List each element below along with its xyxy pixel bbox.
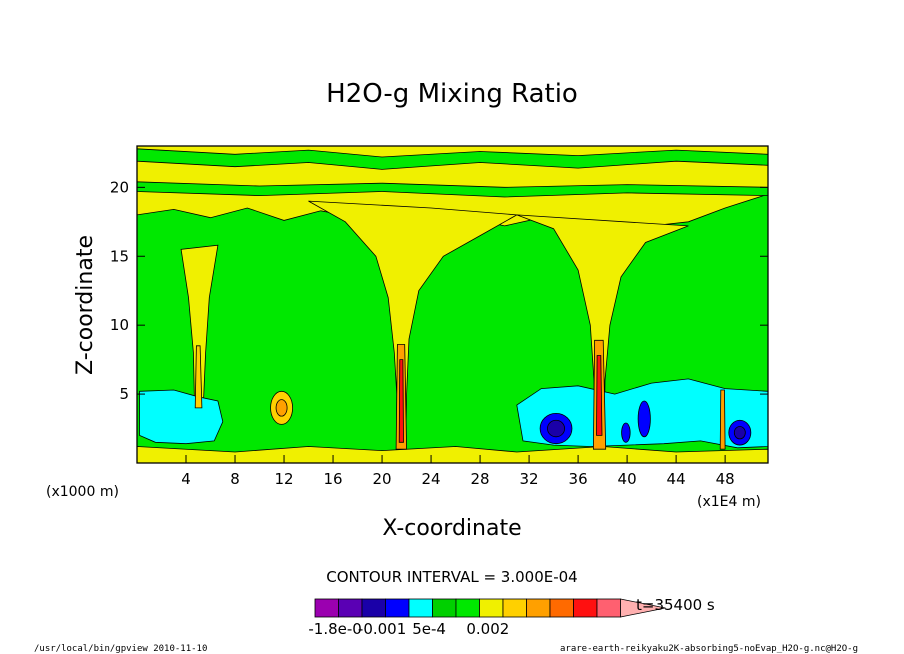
chart-title: H2O-g Mixing Ratio — [326, 79, 578, 109]
x-tick-label: 28 — [471, 470, 490, 488]
colorbar-label: -1.8e-0 — [308, 620, 361, 638]
updraft-central-core — [398, 359, 404, 443]
x-tick-label: 40 — [618, 470, 637, 488]
colorbar-cell — [479, 598, 504, 618]
y-axis-unit: (x1000 m) — [46, 484, 119, 500]
contour-interval: CONTOUR INTERVAL = 3.000E-04 — [326, 568, 577, 586]
colorbar-cell — [455, 598, 480, 618]
colorbar-cell — [502, 598, 527, 618]
colorbar-cell — [549, 598, 574, 618]
x-axis-unit: (x1E4 m) — [697, 494, 761, 510]
y-axis-title: Z-coordinate — [73, 235, 98, 375]
colorbar-cell — [314, 598, 339, 618]
colorbar-label: 0.002 — [466, 620, 509, 638]
y-tick-label: 15 — [110, 247, 129, 265]
updraft-right-core — [596, 355, 603, 436]
x-tick-label: 36 — [569, 470, 588, 488]
x-axis-title: X-coordinate — [382, 516, 521, 541]
colorbar-cell — [338, 598, 363, 618]
x-tick-label: 32 — [520, 470, 539, 488]
plume-right — [516, 214, 689, 463]
x-tick-label: 16 — [323, 470, 342, 488]
colorbar-cell — [408, 598, 433, 618]
colorbar-cell — [361, 598, 386, 618]
plot-frame — [136, 145, 769, 464]
colorbar-cell — [596, 598, 621, 618]
moist-blob-core — [275, 399, 288, 417]
x-tick-label: 20 — [373, 470, 392, 488]
x-tick-label: 24 — [422, 470, 441, 488]
y-tick-label: 5 — [119, 385, 129, 403]
blue-core-2 — [637, 400, 651, 438]
colorbar-extend-arrow — [620, 598, 666, 618]
mid-green-streak — [137, 181, 768, 198]
x-tick-label: 44 — [667, 470, 686, 488]
colorbar-cell — [573, 598, 598, 618]
y-tick-label: 20 — [110, 178, 129, 196]
x-tick-label: 12 — [274, 470, 293, 488]
x-axis: 4 8 12 16 20 24 28 32 36 40 44 48 — [181, 455, 735, 488]
footer-right: arare-earth-reikyaku2K-absorbing5-noEvap… — [560, 644, 858, 654]
colorbar-cell — [432, 598, 457, 618]
y-axis: 5 10 15 20 — [110, 178, 768, 403]
upper-green-streak — [137, 148, 768, 170]
x-tick-label: 4 — [181, 470, 191, 488]
colorbar: -1.8e-0-0.001 5e-4 0.002 — [308, 598, 666, 638]
dark-core-1 — [547, 419, 566, 438]
contour-field — [137, 146, 768, 463]
blue-core-3 — [621, 422, 631, 443]
colorbar-cell — [385, 598, 410, 618]
dark-core-4 — [733, 426, 746, 440]
updraft-far-right — [719, 389, 726, 450]
x-tick-label: 8 — [230, 470, 240, 488]
colorbar-cell — [526, 598, 551, 618]
x-tick-label: 48 — [716, 470, 735, 488]
time-label: t=35400 s — [636, 596, 715, 614]
colorbar-label: -0.001 — [358, 620, 406, 638]
y-tick-label: 10 — [110, 316, 129, 334]
footer-left: /usr/local/bin/gpview 2010-11-10 — [34, 644, 207, 654]
updraft-left — [194, 345, 203, 409]
colorbar-label: 5e-4 — [412, 620, 446, 638]
surface-yellow-band — [137, 446, 768, 463]
